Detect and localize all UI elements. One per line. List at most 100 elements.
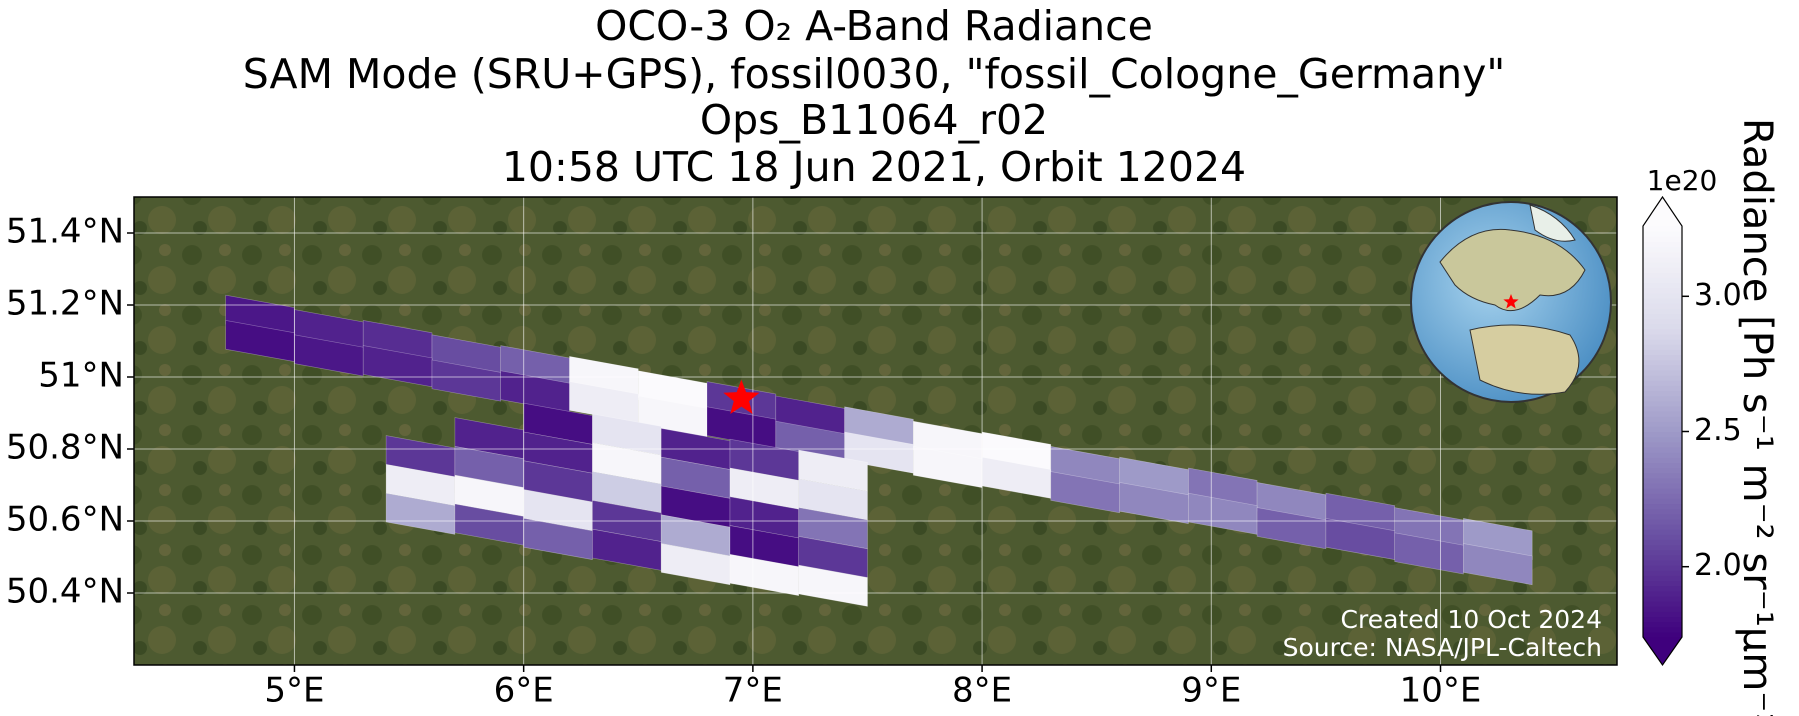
annotation: Created 10 Oct 2024 (1341, 605, 1602, 634)
colorbar-segment (1643, 236, 1682, 243)
colorbar-segment (1643, 575, 1682, 582)
colorbar-segment (1643, 554, 1682, 561)
x-tick-label: 5°E (264, 671, 324, 711)
colorbar-segment (1643, 436, 1682, 443)
colorbar-segment (1643, 390, 1682, 397)
colorbar-segment (1643, 611, 1682, 618)
colorbar-segment (1643, 318, 1682, 325)
colorbar-segment (1643, 374, 1682, 381)
radiance-cell (431, 359, 502, 402)
colorbar-segment (1643, 601, 1682, 607)
colorbar-segment (1643, 606, 1682, 612)
colorbar-segment (1643, 400, 1682, 407)
colorbar-segment (1643, 477, 1682, 484)
colorbar-segment (1643, 544, 1682, 551)
colorbar-segment (1643, 426, 1682, 433)
colorbar-tick-label: 2.0 (1694, 548, 1742, 583)
colorbar-segment (1643, 292, 1682, 299)
colorbar-segment (1643, 364, 1682, 371)
swath (225, 294, 1533, 607)
title-line: 10:58 UTC 18 Jun 2021, Orbit 12024 (502, 143, 1246, 191)
radiance-cell (1463, 543, 1533, 586)
colorbar-segment (1643, 518, 1682, 525)
colorbar-segment (1643, 631, 1682, 638)
colorbar-segment (1643, 472, 1682, 479)
map-frame (133, 196, 1618, 666)
y-tick-label: 50.6°N (6, 500, 124, 540)
colorbar-segment (1643, 513, 1682, 520)
colorbar-segment (1643, 621, 1682, 628)
x-tick-label: 6°E (494, 671, 554, 711)
colorbar-segment (1643, 282, 1682, 289)
colorbar-segment (1643, 498, 1682, 505)
radiance-cell (1256, 507, 1327, 550)
colorbar-segment (1643, 452, 1682, 458)
colorbar-segment (1643, 446, 1682, 453)
colorbar-segment (1643, 354, 1682, 361)
colorbar-segment (1643, 349, 1682, 356)
colorbar: 2.0 2.5 3.0 1e20 Radiance [Ph s⁻¹ m⁻² sr⁻¹μm… (1642, 118, 1780, 716)
colorbar-segment (1643, 467, 1682, 474)
colorbar-segment (1643, 482, 1682, 489)
colorbar-segment (1643, 303, 1682, 309)
colorbar-segment (1643, 565, 1682, 571)
colorbar-segment (1643, 410, 1682, 417)
colorbar-tick-label: 2.5 (1694, 413, 1742, 448)
colorbar-segment (1643, 261, 1682, 268)
colorbar-segment (1643, 328, 1682, 335)
radiance-cell (729, 554, 800, 596)
colorbar-segment (1643, 323, 1682, 330)
colorbar-segment (1643, 549, 1682, 556)
x-tick-label: 7°E (723, 671, 783, 711)
colorbar-segment (1643, 226, 1682, 232)
y-tick-label: 51.2°N (6, 284, 124, 324)
colorbar-segment (1643, 585, 1682, 592)
radiance-cell (385, 492, 456, 535)
colorbar-segment (1643, 251, 1682, 258)
colorbar-segment (1643, 246, 1682, 253)
colorbar-segment (1643, 272, 1682, 278)
x-tick-label: 10°E (1400, 671, 1482, 711)
colorbar-segment (1643, 231, 1682, 237)
colorbar-segment (1643, 580, 1682, 587)
radiance-cell (1119, 482, 1189, 524)
colorbar-segment (1643, 441, 1682, 448)
colorbar-segment (1643, 457, 1682, 463)
colorbar-segment (1643, 595, 1682, 602)
colorbar-segment (1643, 416, 1682, 422)
colorbar-segment (1643, 333, 1682, 340)
grid (134, 197, 1617, 665)
colorbar-segment (1643, 405, 1682, 412)
colorbar-segment (1643, 523, 1682, 530)
colorbar-segment (1643, 421, 1682, 427)
colorbar-segment (1643, 339, 1682, 345)
colorbar-segment (1643, 308, 1682, 314)
colorbar-segment (1643, 297, 1682, 304)
colorbar-extend-min (1643, 637, 1682, 665)
colorbar-extend-max (1643, 197, 1682, 226)
colorbar-segment (1643, 503, 1682, 510)
colorbar-segment (1643, 590, 1682, 597)
y-tick-label: 51°N (38, 356, 124, 396)
title-line: SAM Mode (SRU+GPS), fossil0030, "fossil_… (243, 50, 1505, 98)
colorbar-segment (1643, 488, 1682, 494)
x-tick-label: 8°E (952, 671, 1012, 711)
radiance-cell (798, 564, 868, 607)
colorbar-segment (1643, 359, 1682, 366)
colorbar-segment (1643, 616, 1682, 623)
colorbar-segment (1643, 431, 1682, 438)
title-line: OCO-3 O₂ A-Band Radiance (595, 2, 1153, 50)
colorbar-segment (1643, 534, 1682, 540)
annotation: Source: NASA/JPL-Caltech (1283, 633, 1602, 662)
x-tick-label: 9°E (1181, 671, 1241, 711)
colorbar-segment (1643, 267, 1682, 273)
title-line: Ops_B11064_r02 (700, 96, 1048, 144)
y-tick-label: 50.8°N (6, 428, 124, 468)
colorbar-outline (1642, 195, 1683, 667)
radiance-cell (660, 543, 731, 586)
colorbar-segment (1643, 313, 1682, 320)
globe-inset (1410, 201, 1612, 403)
colorbar-segment (1643, 256, 1682, 263)
